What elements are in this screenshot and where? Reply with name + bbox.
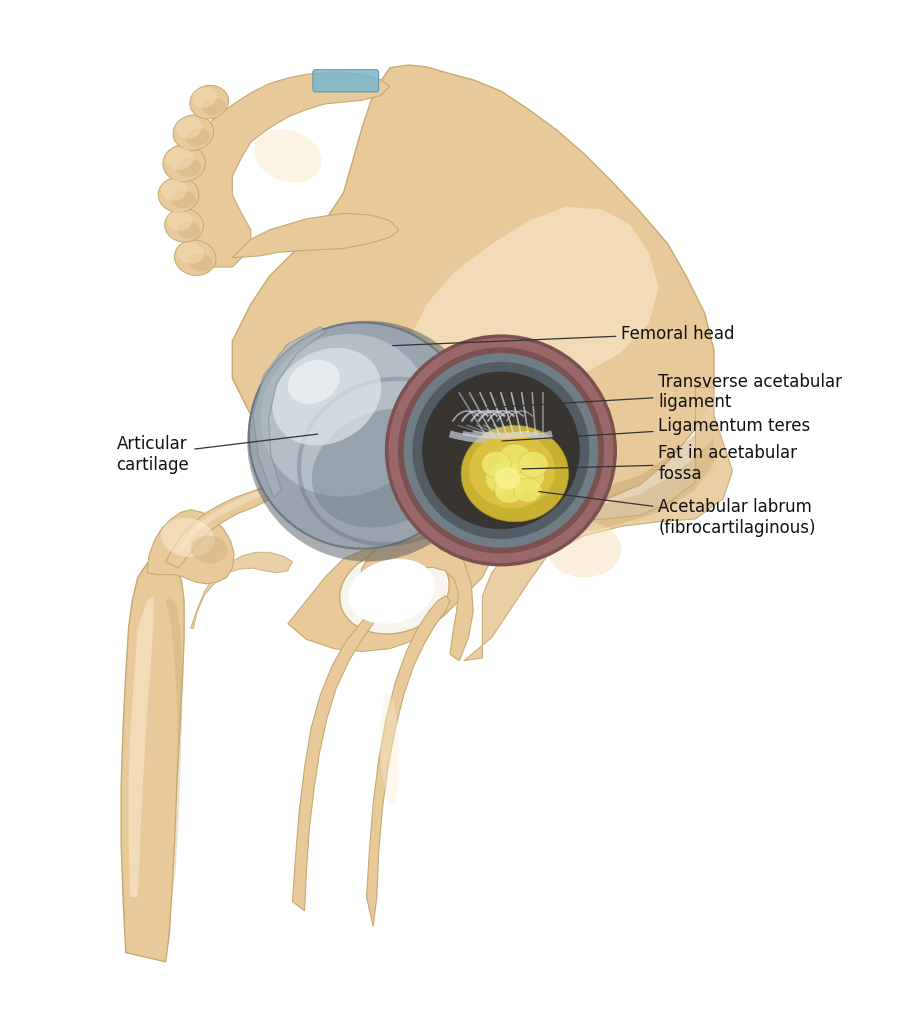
- Polygon shape: [366, 596, 450, 927]
- Polygon shape: [166, 458, 325, 568]
- Ellipse shape: [191, 536, 228, 564]
- Ellipse shape: [547, 522, 621, 577]
- Polygon shape: [166, 596, 183, 897]
- Polygon shape: [306, 415, 724, 540]
- Ellipse shape: [261, 334, 430, 496]
- Ellipse shape: [348, 559, 435, 624]
- Ellipse shape: [161, 179, 187, 201]
- Ellipse shape: [254, 129, 321, 182]
- Ellipse shape: [422, 372, 580, 529]
- Polygon shape: [129, 596, 154, 897]
- Ellipse shape: [514, 479, 542, 502]
- Ellipse shape: [166, 211, 192, 231]
- Polygon shape: [253, 327, 326, 498]
- Ellipse shape: [508, 460, 544, 492]
- Ellipse shape: [173, 115, 213, 151]
- Ellipse shape: [273, 347, 382, 446]
- Polygon shape: [399, 207, 659, 393]
- Ellipse shape: [311, 409, 458, 528]
- Ellipse shape: [499, 444, 532, 474]
- Ellipse shape: [190, 85, 229, 119]
- Ellipse shape: [494, 478, 524, 503]
- Polygon shape: [288, 543, 491, 652]
- Polygon shape: [176, 481, 286, 552]
- Ellipse shape: [288, 360, 340, 404]
- Text: Acetabular labrum
(fibrocartilaginous): Acetabular labrum (fibrocartilaginous): [539, 492, 816, 536]
- Ellipse shape: [158, 177, 199, 212]
- Polygon shape: [464, 387, 733, 661]
- Polygon shape: [292, 612, 377, 911]
- Polygon shape: [232, 65, 714, 527]
- Polygon shape: [167, 73, 390, 266]
- Text: Fat in acetabular
fossa: Fat in acetabular fossa: [522, 444, 797, 483]
- Text: Ligamentum teres: Ligamentum teres: [502, 417, 811, 441]
- Text: Transverse acetabular
ligament: Transverse acetabular ligament: [487, 373, 842, 411]
- FancyBboxPatch shape: [313, 70, 379, 92]
- Ellipse shape: [482, 451, 511, 478]
- Ellipse shape: [202, 98, 225, 115]
- Ellipse shape: [175, 240, 216, 276]
- Ellipse shape: [469, 434, 555, 508]
- Ellipse shape: [485, 461, 526, 495]
- Ellipse shape: [412, 362, 590, 539]
- Ellipse shape: [387, 336, 616, 565]
- Ellipse shape: [161, 518, 214, 558]
- Ellipse shape: [248, 321, 488, 562]
- Polygon shape: [232, 213, 399, 257]
- Polygon shape: [147, 509, 234, 584]
- Ellipse shape: [494, 467, 520, 489]
- Ellipse shape: [176, 159, 202, 177]
- Ellipse shape: [518, 451, 548, 478]
- Ellipse shape: [163, 145, 205, 181]
- Ellipse shape: [398, 347, 604, 554]
- Polygon shape: [191, 552, 292, 628]
- Text: Femoral head: Femoral head: [392, 325, 735, 345]
- Text: Articular
cartilage: Articular cartilage: [116, 435, 318, 474]
- Polygon shape: [360, 528, 473, 661]
- Ellipse shape: [166, 148, 194, 170]
- Polygon shape: [122, 559, 184, 961]
- Polygon shape: [306, 439, 714, 537]
- Ellipse shape: [177, 221, 201, 239]
- Ellipse shape: [461, 425, 569, 522]
- Ellipse shape: [165, 209, 203, 242]
- Ellipse shape: [176, 118, 202, 138]
- Ellipse shape: [404, 354, 598, 547]
- Ellipse shape: [381, 693, 400, 805]
- Ellipse shape: [249, 323, 475, 548]
- Ellipse shape: [187, 253, 212, 272]
- Ellipse shape: [171, 191, 195, 208]
- Ellipse shape: [192, 87, 217, 108]
- Ellipse shape: [339, 548, 449, 634]
- Ellipse shape: [177, 243, 204, 263]
- Ellipse shape: [186, 128, 211, 147]
